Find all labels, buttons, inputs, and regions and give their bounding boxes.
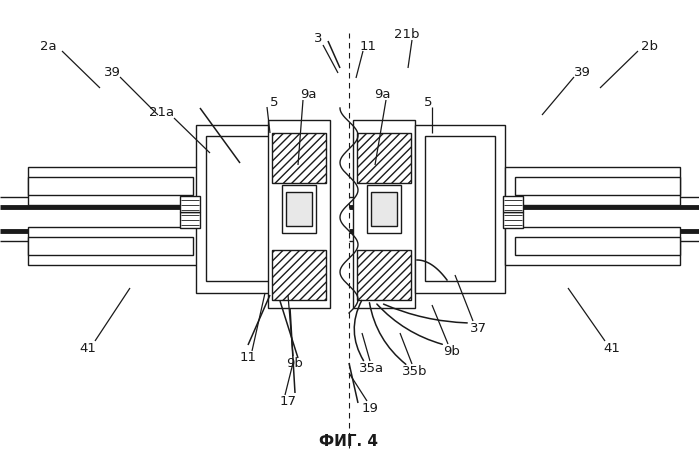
Text: 9b: 9b <box>444 345 461 358</box>
Bar <box>505 168 680 206</box>
Bar <box>515 178 680 195</box>
Text: 11: 11 <box>359 39 377 52</box>
Text: 41: 41 <box>603 342 621 355</box>
Bar <box>28 178 193 195</box>
Text: 2a: 2a <box>40 39 57 52</box>
Bar <box>206 137 276 282</box>
Text: 9b: 9b <box>287 357 303 369</box>
Bar <box>28 227 203 265</box>
Text: 2b: 2b <box>642 39 658 52</box>
Text: 21a: 21a <box>150 105 175 118</box>
Text: 39: 39 <box>574 65 591 78</box>
Bar <box>515 238 680 256</box>
Bar <box>357 134 411 184</box>
Bar <box>503 213 523 229</box>
Bar <box>415 126 505 294</box>
Text: 11: 11 <box>240 351 257 364</box>
Bar <box>353 121 415 308</box>
Bar <box>268 121 330 308</box>
Bar <box>180 197 200 213</box>
Bar <box>272 134 326 184</box>
Bar <box>371 193 397 226</box>
Text: 5: 5 <box>270 95 278 108</box>
Text: ФИГ. 4: ФИГ. 4 <box>319 433 378 449</box>
Text: 9a: 9a <box>300 88 316 100</box>
Text: 39: 39 <box>103 65 120 78</box>
Text: 9a: 9a <box>374 88 390 100</box>
Bar <box>286 193 312 226</box>
Text: 17: 17 <box>280 394 296 407</box>
Text: 37: 37 <box>470 322 487 335</box>
Bar <box>282 186 316 233</box>
Text: 41: 41 <box>80 342 96 355</box>
Bar <box>28 238 193 256</box>
Text: 5: 5 <box>424 95 432 108</box>
Bar <box>196 126 286 294</box>
Bar <box>505 227 680 265</box>
Bar <box>272 250 326 300</box>
Text: 21b: 21b <box>394 27 420 40</box>
Bar <box>357 250 411 300</box>
Text: 19: 19 <box>361 401 378 414</box>
Text: 35b: 35b <box>402 365 428 378</box>
Bar <box>28 168 203 206</box>
Text: 3: 3 <box>314 32 322 45</box>
Bar <box>180 213 200 229</box>
Bar <box>367 186 401 233</box>
Bar <box>425 137 495 282</box>
Bar <box>503 197 523 213</box>
Text: 35a: 35a <box>359 362 384 375</box>
